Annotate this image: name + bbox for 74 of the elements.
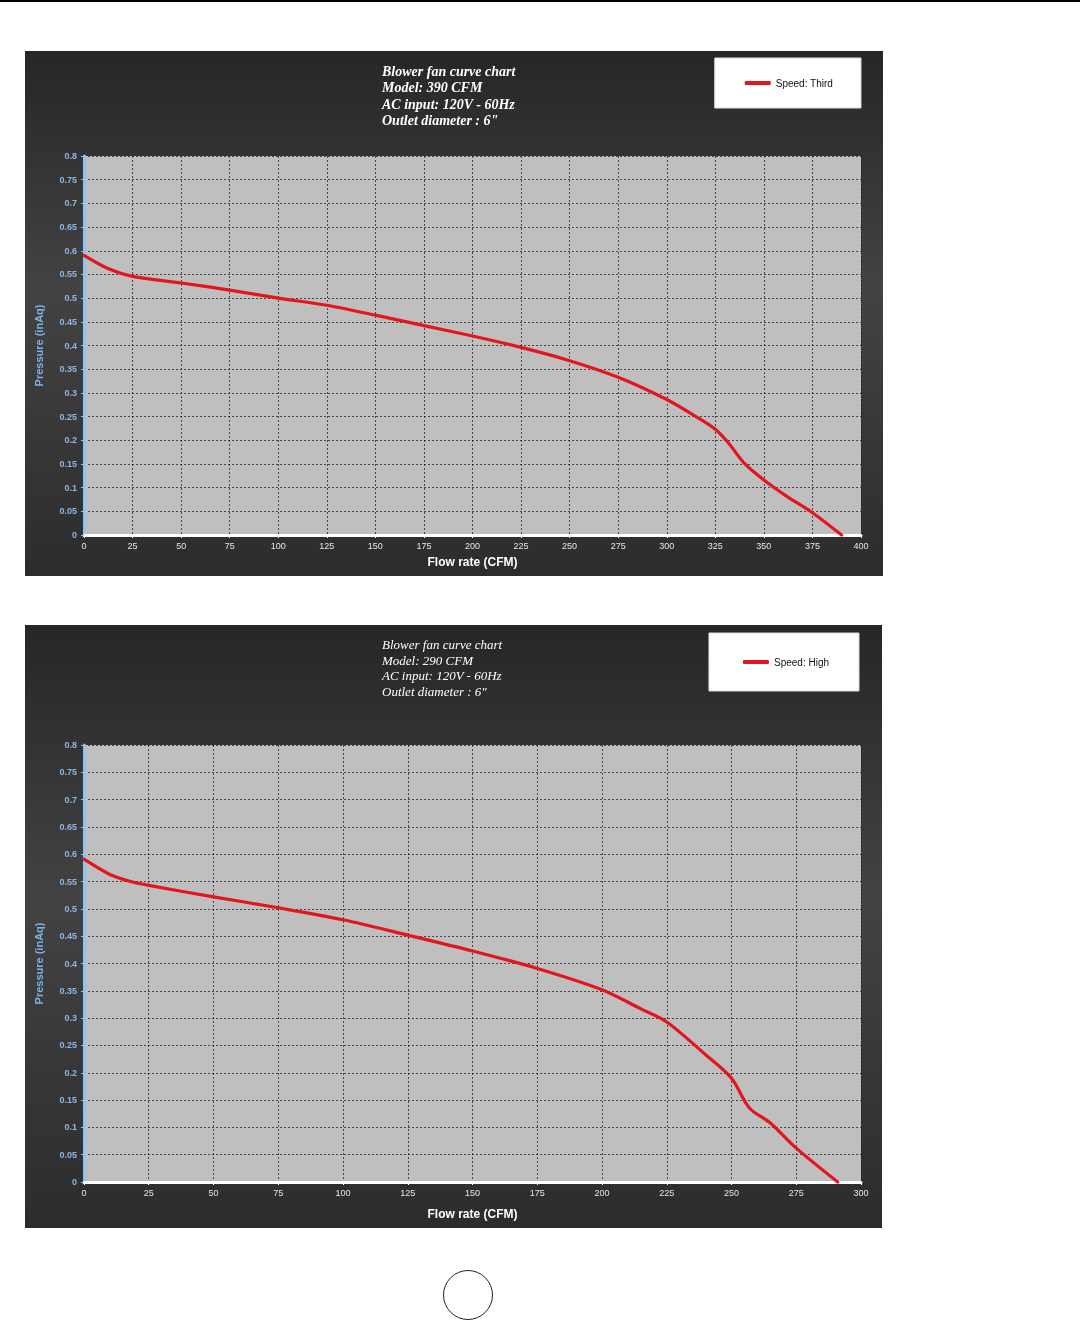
y-tick-label: 0.8 <box>64 740 77 750</box>
y-tick-label: 0.3 <box>64 387 77 398</box>
y-tick-label: 0.4 <box>64 340 77 351</box>
y-tick-label: 0.3 <box>64 1013 77 1024</box>
x-tick-label: 150 <box>464 1187 481 1198</box>
x-tick-label: 250 <box>723 1187 740 1198</box>
x-tick-label: 100 <box>270 540 286 551</box>
x-tick-label: 150 <box>367 540 383 551</box>
y-tick-label: 0.05 <box>59 1149 77 1160</box>
y-tick-label: 0.6 <box>64 849 77 860</box>
y-tick-label: 0.55 <box>59 269 77 280</box>
x-axis-title: Flow rate (CFM) <box>427 555 518 569</box>
x-tick-label: 350 <box>756 540 772 551</box>
line-series <box>82 253 844 537</box>
x-tick-label: 175 <box>416 540 432 551</box>
y-tick-label: 0.5 <box>64 293 77 304</box>
x-axis-title: Flow rate (CFM) <box>427 1207 518 1221</box>
chart-title: Blower fan curve chart Model: 290 CFM AC input: 120V - 60Hz Outlet diameter : 6" <box>381 637 503 699</box>
line-series <box>82 857 840 1184</box>
x-tick-label: 50 <box>176 540 187 551</box>
y-tick-label: 0.1 <box>64 1122 77 1133</box>
x-tick-label: 200 <box>594 1187 610 1198</box>
y-tick-label: 0.35 <box>59 364 77 375</box>
y-tick-label: 0.25 <box>59 411 77 422</box>
y-tick-label: 0 <box>71 1177 77 1187</box>
y-tick-label: 0.05 <box>59 506 77 517</box>
x-tick-label: 125 <box>400 1187 416 1198</box>
y-tick-label: 0.45 <box>59 316 77 327</box>
y-tick-label: 0.45 <box>59 931 77 942</box>
y-tick-label: 0.25 <box>59 1040 77 1051</box>
y-tick-label: 0.1 <box>64 482 77 493</box>
y-tick-label: 0.7 <box>64 198 77 209</box>
x-tick-label: 325 <box>707 540 723 551</box>
y-tick-label: 0.75 <box>59 174 77 185</box>
x-tick-label: 25 <box>143 1187 154 1198</box>
y-tick-label: 0.35 <box>59 985 77 996</box>
x-tick-label: 300 <box>853 1187 869 1198</box>
y-tick-label: 0.15 <box>59 1095 77 1106</box>
x-tick-label: 275 <box>788 1187 804 1198</box>
x-tick-label: 250 <box>562 540 578 551</box>
legend-label: Speed: Third <box>775 77 833 89</box>
x-tick-label: 275 <box>610 540 626 551</box>
x-tick-label: 100 <box>335 1187 351 1198</box>
x-tick-label: 225 <box>513 540 529 551</box>
x-tick-label: 400 <box>853 540 869 551</box>
y-tick-label: 0.5 <box>64 903 77 914</box>
y-tick-label: 0.2 <box>64 1067 77 1078</box>
x-tick-label: 25 <box>127 540 138 551</box>
y-axis-title: Pressure (inAq) <box>32 922 45 1005</box>
x-tick-label: 225 <box>659 1187 675 1198</box>
x-tick-label: 0 <box>81 540 87 551</box>
y-tick-label: 0.75 <box>59 767 77 778</box>
legend-label: Speed: High <box>773 656 830 668</box>
chart-title: Blower fan curve chart Model: 390 CFM AC input: 120V - 60Hz Outlet diameter : 6" <box>381 63 517 129</box>
y-tick-label: 0.6 <box>64 245 77 256</box>
x-tick-label: 175 <box>529 1187 545 1198</box>
x-tick-label: 200 <box>464 540 481 551</box>
y-tick-label: 0.65 <box>59 821 77 832</box>
x-tick-label: 0 <box>81 1187 87 1198</box>
y-tick-label: 0.55 <box>59 876 77 887</box>
x-tick-label: 75 <box>224 540 235 551</box>
x-tick-label: 125 <box>319 540 335 551</box>
y-tick-label: 0.7 <box>64 794 77 805</box>
y-tick-label: 0.8 <box>64 151 77 161</box>
y-tick-label: 0.4 <box>64 958 77 969</box>
y-tick-label: 0.65 <box>59 222 77 233</box>
y-axis-title: Pressure (inAq) <box>32 304 45 387</box>
x-tick-label: 50 <box>208 1187 219 1198</box>
y-tick-label: 0 <box>71 530 77 540</box>
x-tick-label: 75 <box>273 1187 284 1198</box>
y-tick-label: 0.15 <box>59 458 77 469</box>
x-tick-label: 375 <box>804 540 820 551</box>
x-tick-label: 300 <box>659 540 675 551</box>
y-tick-label: 0.2 <box>64 435 77 446</box>
